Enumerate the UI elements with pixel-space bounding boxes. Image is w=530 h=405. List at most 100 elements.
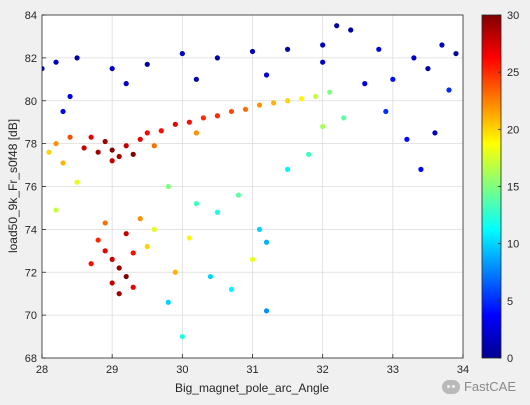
scatter-point <box>186 119 192 125</box>
scatter-point <box>60 108 66 115</box>
y-tick-label: 78 <box>25 139 37 151</box>
colorbar-tick-label: 10 <box>507 239 519 251</box>
scatter-point <box>151 226 157 232</box>
colorbar-tick-label: 5 <box>507 296 513 308</box>
scatter-point <box>123 231 129 237</box>
x-tick-label: 31 <box>246 364 258 376</box>
scatter-point <box>67 93 73 100</box>
scatter-point <box>165 183 171 190</box>
scatter-point <box>432 130 438 136</box>
scatter-point <box>74 55 80 61</box>
y-tick-label: 80 <box>25 96 37 108</box>
scatter-point <box>418 166 424 172</box>
y-tick-labels: 68 70 72 74 76 78 80 82 84 <box>25 10 46 365</box>
y-tick-label: 84 <box>25 10 37 22</box>
scatter-point <box>130 151 136 157</box>
scatter-point <box>299 96 305 102</box>
scatter-point <box>193 201 199 207</box>
y-tick-label: 76 <box>25 182 37 194</box>
scatter-point <box>144 61 150 67</box>
scatter-point <box>214 113 221 119</box>
scatter-point <box>193 76 199 82</box>
grid-lines <box>42 15 463 358</box>
scatter-point <box>179 333 185 340</box>
x-tick-labels: 28 29 30 31 32 33 34 <box>36 354 469 376</box>
scatter-point <box>95 237 101 243</box>
scatter-point <box>158 128 164 134</box>
scatter-point <box>123 273 129 280</box>
scatter-point <box>334 23 340 29</box>
scatter-point <box>74 179 80 185</box>
scatter-point <box>116 265 122 271</box>
colorbar-tick-label: 30 <box>507 10 519 22</box>
scatter-point <box>341 115 347 121</box>
scatter-point <box>102 138 108 145</box>
scatter-point <box>214 209 221 215</box>
scatter-point <box>256 226 263 232</box>
scatter-point <box>263 239 270 245</box>
scatter-point <box>263 308 270 314</box>
scatter-points <box>42 23 459 340</box>
scatter-point <box>109 280 115 286</box>
scatter-point <box>88 134 94 140</box>
scatter-point <box>320 123 326 130</box>
x-tick-label: 30 <box>176 364 188 376</box>
x-tick-label: 28 <box>36 364 48 376</box>
scatter-point <box>270 100 277 106</box>
scatter-point <box>53 141 59 147</box>
scatter-point <box>284 98 291 104</box>
scatter-point <box>109 256 115 262</box>
scatter-point <box>327 89 333 95</box>
scatter-point <box>263 72 270 78</box>
scatter-point <box>123 81 129 87</box>
scatter-point <box>109 65 115 72</box>
scatter-point <box>53 207 59 213</box>
scatter-point <box>383 108 389 115</box>
wechat-icon <box>441 379 460 394</box>
scatter-point <box>214 55 221 61</box>
scatter-point <box>425 65 431 72</box>
scatter-point <box>376 46 382 52</box>
watermark: FastCAE <box>441 379 516 394</box>
scatter-point <box>130 284 136 290</box>
scatter-point <box>453 50 459 57</box>
x-tick-label: 34 <box>457 364 469 376</box>
x-tick-label: 29 <box>106 364 118 376</box>
scatter-point <box>390 76 396 82</box>
scatter-point <box>116 291 122 297</box>
y-tick-label: 72 <box>25 267 37 279</box>
colorbar-tick-label: 15 <box>507 182 519 194</box>
scatter-point <box>116 153 122 160</box>
scatter-point <box>165 299 171 305</box>
scatter-point <box>320 59 326 65</box>
watermark-text: FastCAE <box>463 379 516 394</box>
scatter-point <box>256 102 263 108</box>
scatter-point <box>193 130 199 136</box>
colorbar-tick-label: 20 <box>507 124 519 136</box>
scatter-point <box>404 136 410 142</box>
scatter-point <box>249 256 256 262</box>
scatter-point <box>137 216 143 222</box>
scatter-point <box>60 160 66 166</box>
scatter-point <box>446 87 452 93</box>
y-axis-label: load50_9k_Fr_s0f48 [dB] <box>6 119 20 253</box>
scatter-point <box>200 115 206 121</box>
scatter-point <box>179 50 185 57</box>
scatter-point <box>81 145 87 151</box>
scatter-point <box>235 192 242 198</box>
scatter-point <box>151 143 157 149</box>
scatter-point <box>439 42 445 48</box>
scatter-point <box>144 130 150 136</box>
scatter-point <box>362 81 368 87</box>
colorbar-tick-labels: 0 5 10 15 20 25 30 <box>498 10 519 365</box>
scatter-point <box>186 235 192 241</box>
scatter-point <box>320 42 326 48</box>
y-tick-label: 70 <box>25 310 37 322</box>
scatter-point <box>313 93 319 100</box>
x-tick-label: 32 <box>317 364 329 376</box>
scatter-point <box>88 261 94 267</box>
scatter-point <box>348 27 354 33</box>
scatter-point <box>46 149 52 155</box>
y-tick-label: 82 <box>25 53 37 65</box>
scatter-point <box>228 286 235 292</box>
